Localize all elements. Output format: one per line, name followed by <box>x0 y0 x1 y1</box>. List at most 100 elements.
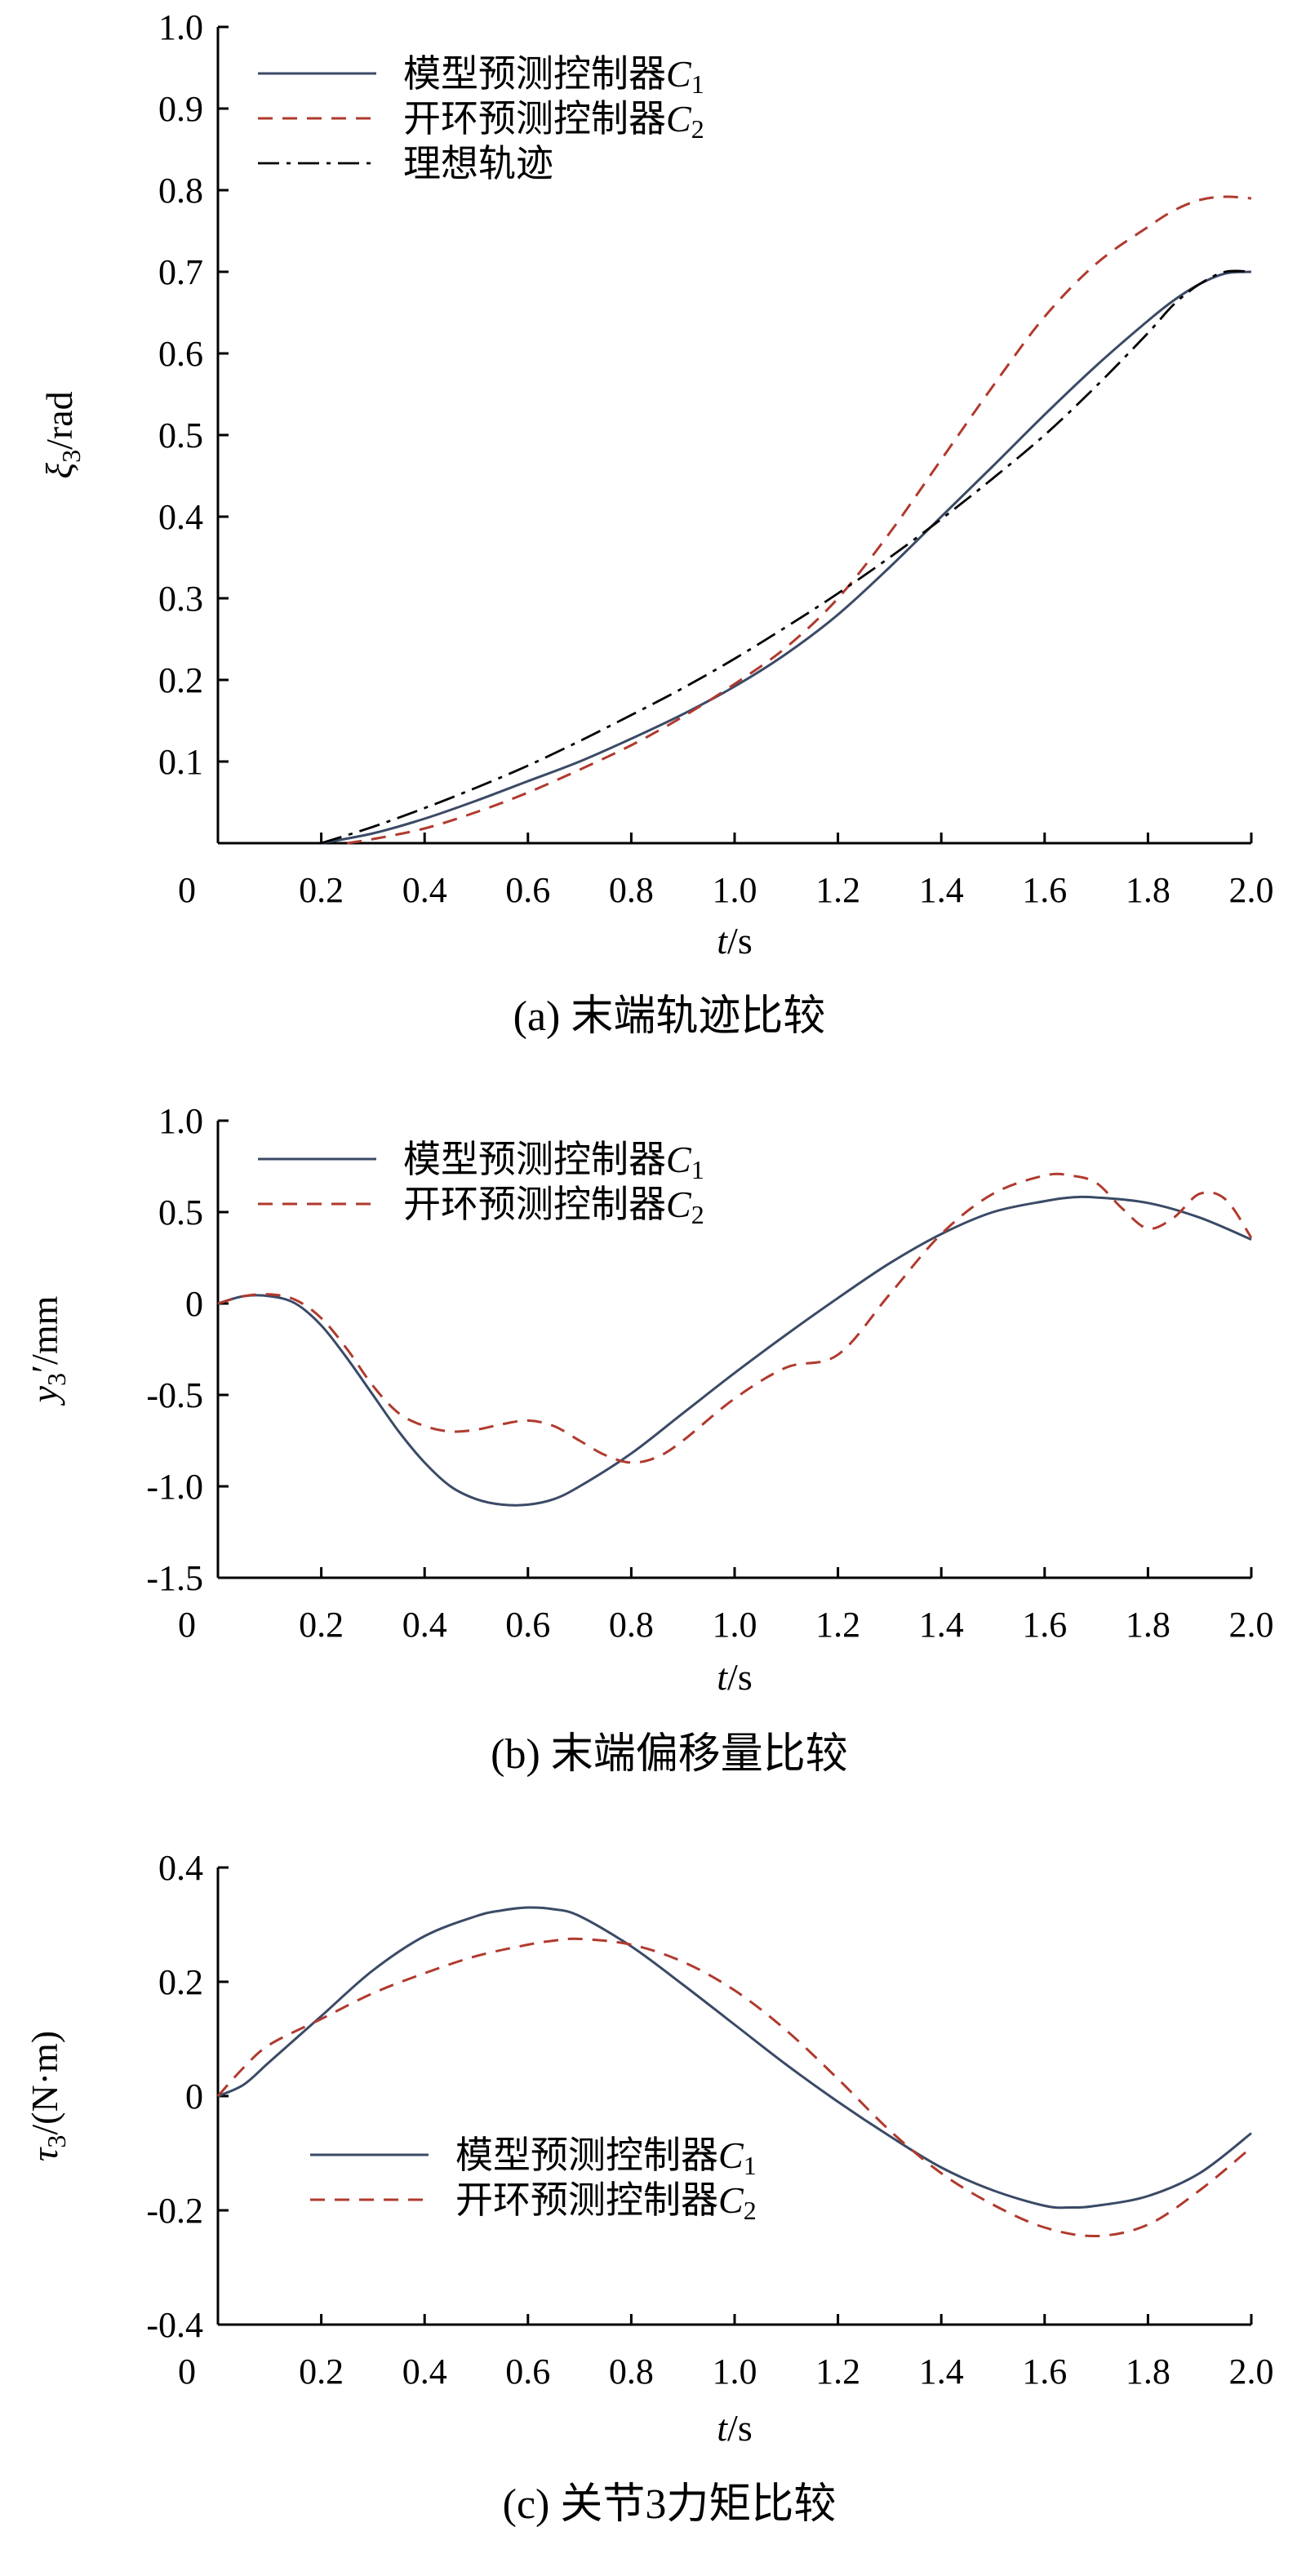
y-axis-label: ξ3/rad <box>38 391 86 478</box>
x-tick-label: 1.0 <box>713 2352 757 2392</box>
legend-label-sub: 1 <box>744 2151 757 2180</box>
y-tick-label: 0.4 <box>158 1848 203 1888</box>
x-tick-label: 1.6 <box>1022 1605 1067 1645</box>
x-tick-label: 0.8 <box>609 2352 654 2392</box>
x-tick-label: 1.4 <box>919 2352 964 2392</box>
y-tick-label: -1.5 <box>146 1558 203 1598</box>
chart-panel-1: 0 0.2 0.4 0.6 0.8 1.0 1.2 1.4 1.6 1.8 2.0 0.1 0.2 0.3… <box>38 7 1274 1040</box>
y-axis-label-sub: 3 <box>42 2135 71 2148</box>
legend-label-name: 理想轨迹 <box>403 143 553 184</box>
x-axis-label-var: t <box>717 1656 728 1698</box>
series-line-3 <box>321 269 1252 845</box>
x-tick-label: 1.6 <box>1022 870 1067 910</box>
y-tick-label: 1.0 <box>158 1101 203 1141</box>
y-tick-label: 0 <box>185 2076 203 2116</box>
x-axis-label-unit: /s <box>727 1656 753 1698</box>
legend-label-sub: 1 <box>691 1155 704 1184</box>
chart-panel-2: 0 0.2 0.4 0.6 0.8 1.0 1.2 1.4 1.6 1.8 2.0 -1.5 -1.0 -… <box>24 1101 1274 1778</box>
x-tick-label: 2.0 <box>1229 2352 1274 2392</box>
series-line-1 <box>217 1906 1252 2210</box>
legend-label-var: C <box>666 53 692 95</box>
y-tick-label: 0.6 <box>158 334 203 374</box>
legend-label-sub: 2 <box>691 114 704 144</box>
legend-label: 开环预测控制器C2 <box>403 98 704 144</box>
x-tick-label: 1.2 <box>815 1605 860 1645</box>
y-axis-label-var: ξ <box>38 463 80 479</box>
x-tick-label: 1.6 <box>1022 2352 1067 2392</box>
legend-label-name: 开环预测控制器 <box>403 1184 666 1225</box>
legend-label-sub: 2 <box>744 2196 757 2225</box>
x-tick-label: 1.8 <box>1126 870 1170 910</box>
y-tick-label: 0.2 <box>158 1962 203 2002</box>
panel-caption: (a) 末端轨迹比较 <box>513 993 826 1040</box>
y-axis-label: y3′/mm <box>24 1295 71 1406</box>
series-line-1 <box>217 1195 1252 1507</box>
legend-label-name: 开环预测控制器 <box>403 98 666 140</box>
x-axis-label-unit: /s <box>727 2407 753 2449</box>
x-tick-label: 0.6 <box>505 870 550 910</box>
legend-label-var: C <box>666 98 692 140</box>
x-axis-label-var: t <box>717 2407 728 2449</box>
y-tick-label: -0.4 <box>146 2305 203 2345</box>
legend-label-var: C <box>666 1139 692 1180</box>
x-tick-label: 0 <box>178 2352 196 2392</box>
x-axis-label: t/s <box>717 1656 752 1698</box>
x-tick-label: 1.0 <box>713 1605 757 1645</box>
panel-caption: (c) 关节3力矩比较 <box>503 2481 837 2528</box>
y-axis-label-unit: /rad <box>38 391 80 450</box>
legend-label: 理想轨迹 <box>403 143 553 184</box>
x-tick-label: 0 <box>178 870 196 910</box>
y-tick-label: 0.2 <box>158 660 203 700</box>
x-tick-label: 1.8 <box>1126 1605 1170 1645</box>
y-tick-label: 0 <box>185 1284 203 1324</box>
x-tick-label: 0.4 <box>402 2352 447 2392</box>
x-tick-label: 0.4 <box>402 870 447 910</box>
y-tick-label: 0.8 <box>158 171 203 211</box>
y-axis-label-unit: /(N·m) <box>24 2031 65 2135</box>
x-tick-label: 0.4 <box>402 1605 447 1645</box>
x-tick-label: 0.8 <box>609 870 654 910</box>
series-line-2 <box>347 195 1252 845</box>
y-tick-label: -0.5 <box>146 1375 203 1415</box>
x-tick-label: 2.0 <box>1229 1605 1274 1645</box>
legend-label: 模型预测控制器C1 <box>403 1139 704 1184</box>
x-axis-label: t/s <box>717 2407 752 2449</box>
legend-label-sub: 2 <box>691 1200 704 1229</box>
x-tick-label: 0.8 <box>609 1605 654 1645</box>
series-line-2 <box>217 1172 1253 1464</box>
legend-label: 开环预测控制器C2 <box>455 2179 757 2225</box>
legend-label: 模型预测控制器C1 <box>403 53 704 99</box>
x-axis-label-unit: /s <box>727 920 753 962</box>
y-axis-label-var: y <box>24 1385 65 1406</box>
x-tick-label: 1.2 <box>815 870 860 910</box>
y-tick-label: -0.2 <box>146 2191 203 2231</box>
y-tick-label: 0.5 <box>158 1193 203 1232</box>
x-axis-label-var: t <box>717 920 728 962</box>
y-axis-label: τ3/(N·m) <box>24 2031 71 2161</box>
legend-label-name: 模型预测控制器 <box>455 2134 718 2176</box>
x-tick-label: 0.2 <box>299 870 344 910</box>
x-tick-label: 1.4 <box>919 1605 964 1645</box>
legend-label-var: C <box>666 1184 692 1225</box>
y-tick-label: -1.0 <box>146 1467 203 1507</box>
legend-label-sub: 1 <box>691 69 704 99</box>
x-tick-label: 0.6 <box>505 2352 550 2392</box>
legend-label: 开环预测控制器C2 <box>403 1184 704 1229</box>
y-tick-label: 0.5 <box>158 415 203 455</box>
legend-label: 模型预测控制器C1 <box>455 2134 757 2180</box>
y-axis-label-var: τ <box>24 2147 65 2161</box>
legend-label-name: 模型预测控制器 <box>403 1139 666 1180</box>
chart-panel-3: 0 0.2 0.4 0.6 0.8 1.0 1.2 1.4 1.6 1.8 2.0 -0.4 -0.2 0… <box>24 1848 1274 2528</box>
series-line-2 <box>216 1937 1252 2238</box>
y-tick-label: 0.1 <box>158 742 203 782</box>
legend-label-var: C <box>718 2134 744 2176</box>
x-tick-label: 1.4 <box>919 870 964 910</box>
x-tick-label: 0.2 <box>299 2352 344 2392</box>
legend-label-name: 开环预测控制器 <box>455 2179 718 2221</box>
y-axis-label-unit: ′/mm <box>24 1295 65 1373</box>
x-tick-label: 0 <box>178 1605 196 1645</box>
